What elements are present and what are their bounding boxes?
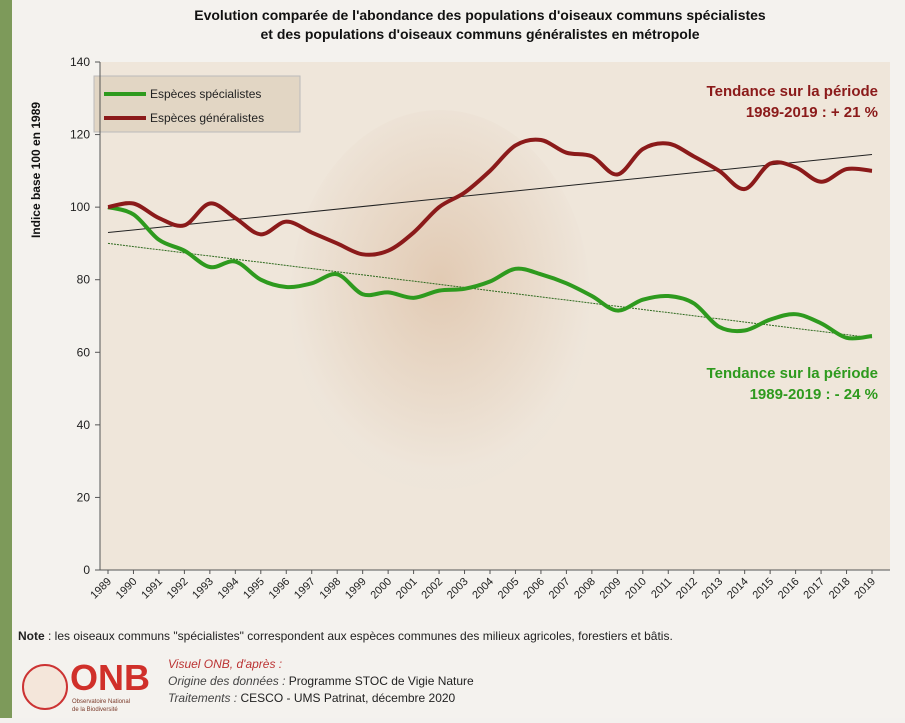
y-tick-label: 60 [77, 345, 91, 359]
legend-label: Espèces généralistes [150, 111, 264, 125]
annotation: Tendance sur la période [707, 365, 878, 382]
note-text: : les oiseaux communs "spécialistes" cor… [45, 629, 673, 643]
footer-text: CESCO - UMS Patrinat, décembre 2020 [237, 691, 455, 705]
y-tick-label: 40 [77, 418, 91, 432]
chart-title: Evolution comparée de l'abondance des po… [194, 7, 766, 23]
logo-sub: Observatoire National [72, 699, 130, 705]
logo: ONB [70, 657, 150, 698]
footer-line: Origine des données : Programme STOC de … [168, 674, 474, 688]
y-tick-label: 80 [77, 273, 91, 287]
annotation: 1989-2019 : + 21 % [746, 104, 878, 121]
y-tick-label: 0 [83, 563, 90, 577]
footer-line: Visuel ONB, d'après : [168, 657, 282, 671]
footer-line: Traitements : CESCO - UMS Patrinat, déce… [168, 691, 456, 705]
legend-label: Espèces spécialistes [150, 87, 261, 101]
logo-icon [23, 665, 67, 709]
y-tick-label: 100 [70, 200, 90, 214]
bird-photo [290, 110, 590, 490]
chart: Evolution comparée de l'abondance des po… [0, 0, 905, 718]
chart-title: et des populations d'oiseaux communs gén… [261, 26, 700, 42]
page: Evolution comparée de l'abondance des po… [0, 0, 905, 718]
logo-sub: de la Biodiversité [72, 707, 118, 713]
y-tick-label: 140 [70, 55, 90, 69]
y-tick-label: 120 [70, 128, 90, 142]
y-axis-label: Indice base 100 en 1989 [29, 102, 43, 238]
footer-label: Visuel ONB, d'après : [168, 657, 282, 671]
footer-label: Traitements : [168, 691, 237, 705]
note-label: Note [18, 629, 45, 643]
footer-label: Origine des données : [168, 674, 285, 688]
footer-text: Programme STOC de Vigie Nature [285, 674, 474, 688]
footnote: Note : les oiseaux communs "spécialistes… [18, 629, 673, 643]
annotation: 1989-2019 : - 24 % [750, 386, 878, 403]
left-edge [0, 0, 12, 718]
annotation: Tendance sur la période [707, 83, 878, 100]
y-tick-label: 20 [77, 490, 91, 504]
